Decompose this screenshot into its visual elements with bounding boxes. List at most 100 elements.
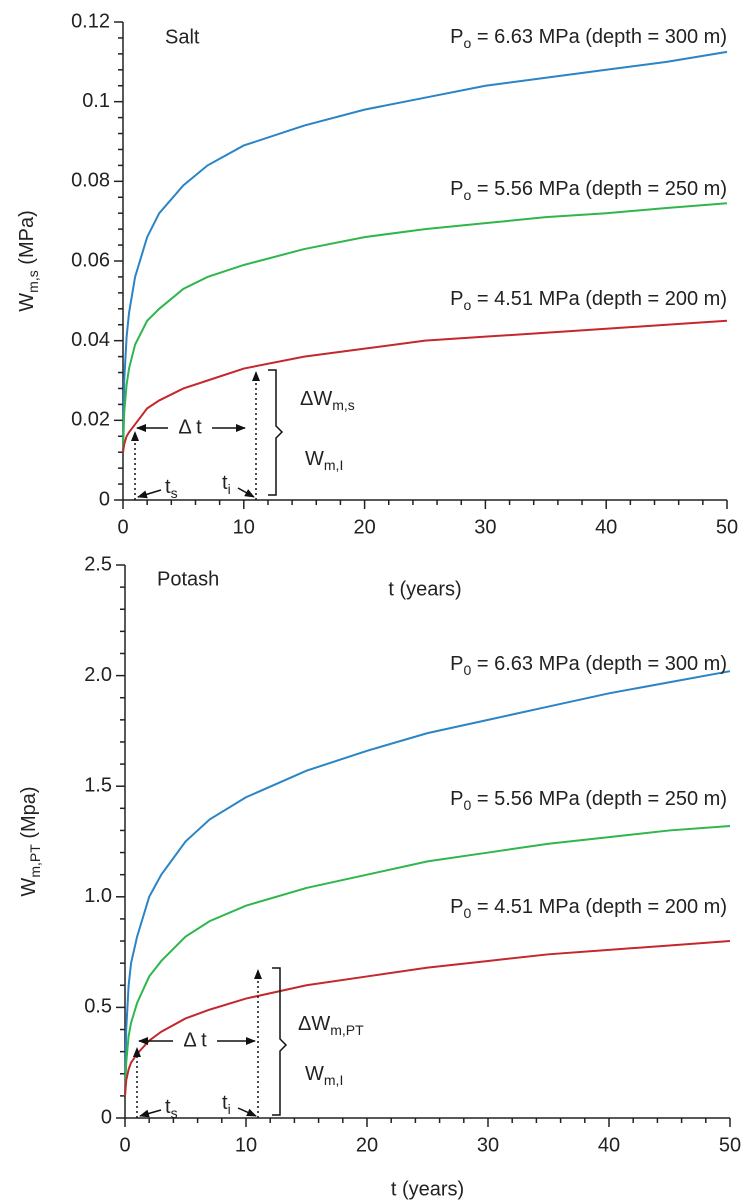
line-series [124,940,731,1096]
delta-t-label: Δ t [178,416,202,438]
delta-w-label-sub: m,PT [330,1022,364,1038]
y-axis-title-sub: m,s [25,270,41,293]
ti-label: ti [222,472,231,496]
x-tick-label: 10 [233,516,255,538]
series-label: Po = 6.63 MPa (depth = 300 m) [450,26,727,50]
x-tick-label: 40 [598,1134,620,1156]
y-tick-label: 1.5 [84,774,112,796]
y-axis-title-base: W [16,293,38,312]
series-label-sub: 0 [464,662,472,678]
delta-w-label: ΔWm,PT [298,1013,364,1037]
ti-label-base: t [222,472,228,494]
y-tick-label: 0.02 [71,409,110,431]
ts-label: ts [165,1096,178,1120]
ts-label-sub: s [171,485,178,501]
panel-label: Salt [165,26,200,48]
line-series [124,825,731,1096]
series-label-sub: o [464,35,472,51]
series-label-tail: = 4.51 MPa (depth = 200 m) [471,896,727,918]
ts-label-sub: s [171,1105,178,1121]
w-label-sub: m,I [324,1072,343,1088]
series-label-base: P [450,653,463,675]
w-label: Wm,I [305,1063,343,1087]
y-tick-label: 0.1 [82,90,110,112]
ti-label-sub: i [228,481,231,497]
bracket [268,369,284,496]
delta-t-label: Δ t [183,1029,207,1051]
x-tick-label: 40 [595,516,617,538]
ts-arrow [139,1109,162,1118]
y-axis-title-tail: (MPa) [16,210,38,270]
y-axis-title-base: W [18,878,40,897]
series-label-tail: = 4.51 MPa (depth = 200 m) [471,288,727,310]
x-tick-label: 50 [719,1134,741,1156]
w-label-base: W [305,448,324,470]
w-label-base: W [305,1063,324,1085]
series-label-base: P [450,896,463,918]
x-tick-label: 0 [119,1134,130,1156]
x-axis-title: t (years) [391,1178,464,1200]
series-label: P0 = 4.51 MPa (depth = 200 m) [450,896,727,920]
series-label-base: P [450,26,463,48]
w-label: Wm,I [305,448,343,472]
x-tick-label: 0 [117,516,128,538]
y-axis-title-tail: (Mpa) [18,786,40,844]
y-axis-title: Wm,PT (Mpa) [18,786,42,896]
line-series [122,50,728,453]
y-tick-label: 2.0 [84,664,112,686]
series-label: P0 = 6.63 MPa (depth = 300 m) [450,653,727,677]
y-tick-label: 1.0 [84,885,112,907]
x-axis-title: t (years) [388,578,461,600]
line-series [122,202,728,453]
ti-label-base: t [222,1092,228,1114]
y-tick-label: 0.12 [71,10,110,32]
series-label-sub: o [464,187,472,203]
panel-label: Potash [157,568,219,590]
series-label: Po = 4.51 MPa (depth = 200 m) [450,288,727,312]
y-tick-label: 2.5 [84,553,112,575]
y-axis-title-sub: m,PT [27,844,43,878]
bracket [272,967,288,1116]
y-tick-label: 0.08 [71,170,110,192]
x-tick-label: 30 [474,516,496,538]
x-tick-label: 50 [716,516,738,538]
series-label-tail: = 5.56 MPa (depth = 250 m) [471,178,727,200]
y-tick-label: 0.04 [71,329,110,351]
series-label-tail: = 5.56 MPa (depth = 250 m) [471,788,727,810]
series-label: Po = 5.56 MPa (depth = 250 m) [450,178,727,202]
x-tick-label: 10 [235,1134,257,1156]
ti-arrow [237,1107,257,1117]
series-label-base: P [450,288,463,310]
y-tick-label: 0.06 [71,249,110,271]
y-axis-title: Wm,s (MPa) [16,210,40,311]
ti-label: ti [222,1092,231,1116]
y-tick-label: 0.5 [84,996,112,1018]
delta-w-label-base: ΔW [300,388,332,410]
series-label-base: P [450,178,463,200]
line-series [122,319,728,453]
x-tick-label: 20 [353,516,375,538]
y-tick-label: 0 [99,488,110,510]
ts-arrow [137,489,162,499]
line-series [124,670,731,1096]
series-label-sub: 0 [464,905,472,921]
delta-w-label-sub: m,s [332,397,355,413]
x-tick-label: 20 [356,1134,378,1156]
y-tick-label: 0 [101,1106,112,1128]
ts-label: ts [165,476,178,500]
series-label-base: P [450,788,463,810]
ts-label-base: t [165,1096,171,1118]
ti-label-sub: i [228,1101,231,1117]
w-label-sub: m,I [324,457,343,473]
ts-label-base: t [165,476,171,498]
series-label-tail: = 6.63 MPa (depth = 300 m) [471,653,727,675]
delta-w-label-base: ΔW [298,1013,330,1035]
ti-arrow [237,487,255,498]
series-label: P0 = 5.56 MPa (depth = 250 m) [450,788,727,812]
series-label-tail: = 6.63 MPa (depth = 300 m) [471,26,727,48]
x-tick-label: 30 [477,1134,499,1156]
series-label-sub: o [464,297,472,313]
delta-w-label: ΔWm,s [300,388,355,412]
series-label-sub: 0 [464,797,472,813]
